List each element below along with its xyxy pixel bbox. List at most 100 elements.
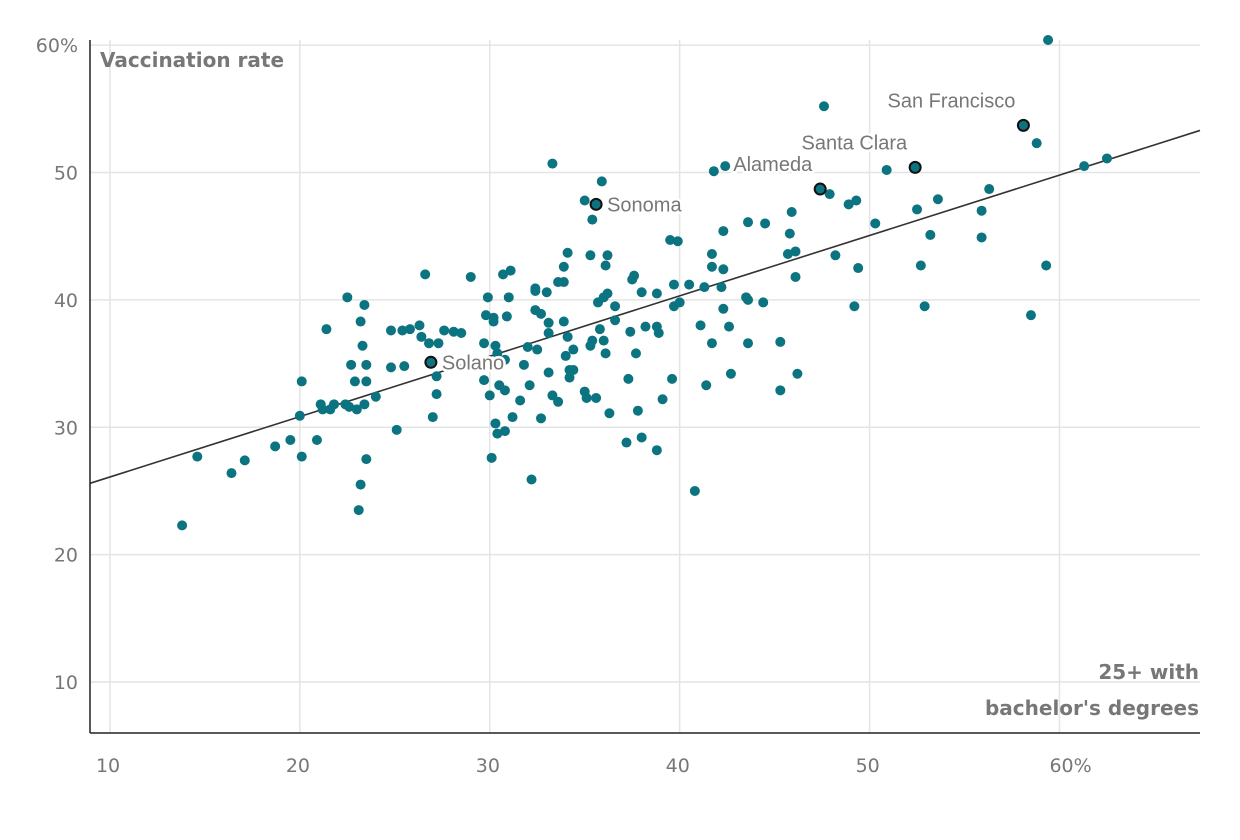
data-point	[370, 391, 381, 402]
data-point	[355, 479, 366, 490]
gridlines	[90, 40, 1200, 733]
data-point	[657, 394, 668, 405]
data-point	[404, 324, 415, 335]
data-point	[522, 342, 533, 353]
y-tick-label: 20	[54, 545, 78, 567]
data-point	[568, 344, 579, 355]
data-point	[448, 326, 459, 337]
data-point	[361, 359, 372, 370]
data-point	[192, 451, 203, 462]
data-point	[351, 404, 362, 415]
data-point	[526, 474, 537, 485]
data-point	[775, 385, 786, 396]
data-point	[359, 299, 370, 310]
x-tick-label: 10	[96, 755, 120, 777]
data-point	[636, 432, 647, 443]
data-point	[465, 271, 476, 282]
data-point	[932, 194, 943, 205]
data-point	[357, 340, 368, 351]
data-point	[706, 338, 717, 349]
data-point	[386, 325, 397, 336]
data-point	[684, 279, 695, 290]
point-label: San Francisco	[888, 90, 1016, 112]
data-point	[361, 454, 372, 465]
data-point	[1041, 260, 1052, 271]
data-point	[564, 372, 575, 383]
data-point	[439, 325, 450, 336]
data-point	[1101, 153, 1112, 164]
data-point	[541, 287, 552, 298]
data-point	[536, 308, 547, 319]
data-point	[674, 297, 685, 308]
data-point	[695, 320, 706, 331]
data-point	[651, 445, 662, 456]
data-point	[585, 250, 596, 261]
data-point	[524, 380, 535, 391]
data-point	[498, 269, 509, 280]
data-point	[725, 368, 736, 379]
data-point	[342, 292, 353, 303]
point-label: Sonoma	[607, 194, 682, 216]
data-point	[226, 468, 237, 479]
data-point	[851, 195, 862, 206]
data-point	[499, 354, 510, 365]
x-tick-label: 60%	[1049, 755, 1091, 777]
data-point	[984, 184, 995, 195]
data-point	[610, 301, 621, 312]
data-point	[501, 311, 512, 322]
data-point	[625, 326, 636, 337]
point-label: Solano	[442, 352, 504, 374]
data-point	[602, 250, 613, 261]
data-point	[547, 390, 558, 401]
data-point	[653, 327, 664, 338]
data-point	[479, 338, 490, 349]
data-point	[667, 373, 678, 384]
data-point	[701, 380, 712, 391]
y-tick-label: 60%	[36, 35, 78, 57]
highlighted-point	[424, 355, 438, 369]
data-point	[479, 375, 490, 386]
data-point	[558, 277, 569, 288]
data-point	[488, 316, 499, 327]
data-point	[743, 294, 754, 305]
data-point	[718, 264, 729, 275]
data-point	[311, 435, 322, 446]
data-point	[591, 392, 602, 403]
data-point	[344, 401, 355, 412]
data-point	[689, 485, 700, 496]
data-point	[724, 321, 735, 332]
x-axis-title-line-2: bachelor's degrees	[985, 696, 1199, 720]
data-point	[621, 437, 632, 448]
data-point	[579, 195, 590, 206]
x-tick-label: 50	[856, 755, 880, 777]
x-tick-label: 30	[476, 755, 500, 777]
data-point	[536, 413, 547, 424]
data-point	[397, 325, 408, 336]
tick-labels: 10 20 30 40 50 60% 10 20 30 40 50 60%	[36, 35, 1092, 777]
y-tick-label: 30	[54, 417, 78, 439]
data-point	[484, 390, 495, 401]
data-point	[391, 424, 402, 435]
data-point	[743, 338, 754, 349]
highlighted-point	[908, 160, 922, 174]
data-point	[433, 338, 444, 349]
data-point	[349, 376, 360, 387]
data-point	[881, 164, 892, 175]
data-point	[629, 270, 640, 281]
data-point	[543, 327, 554, 338]
data-point	[889, 97, 900, 108]
highlighted-point	[1016, 118, 1030, 132]
data-point	[490, 418, 501, 429]
y-tick-label: 10	[54, 672, 78, 694]
data-point	[775, 336, 786, 347]
data-point	[431, 389, 442, 400]
data-point	[706, 249, 717, 260]
data-point	[870, 218, 881, 229]
data-point	[560, 350, 571, 361]
data-point	[492, 428, 503, 439]
data-point	[507, 412, 518, 423]
data-point	[355, 316, 366, 327]
data-point	[636, 287, 647, 298]
data-point	[547, 158, 558, 169]
